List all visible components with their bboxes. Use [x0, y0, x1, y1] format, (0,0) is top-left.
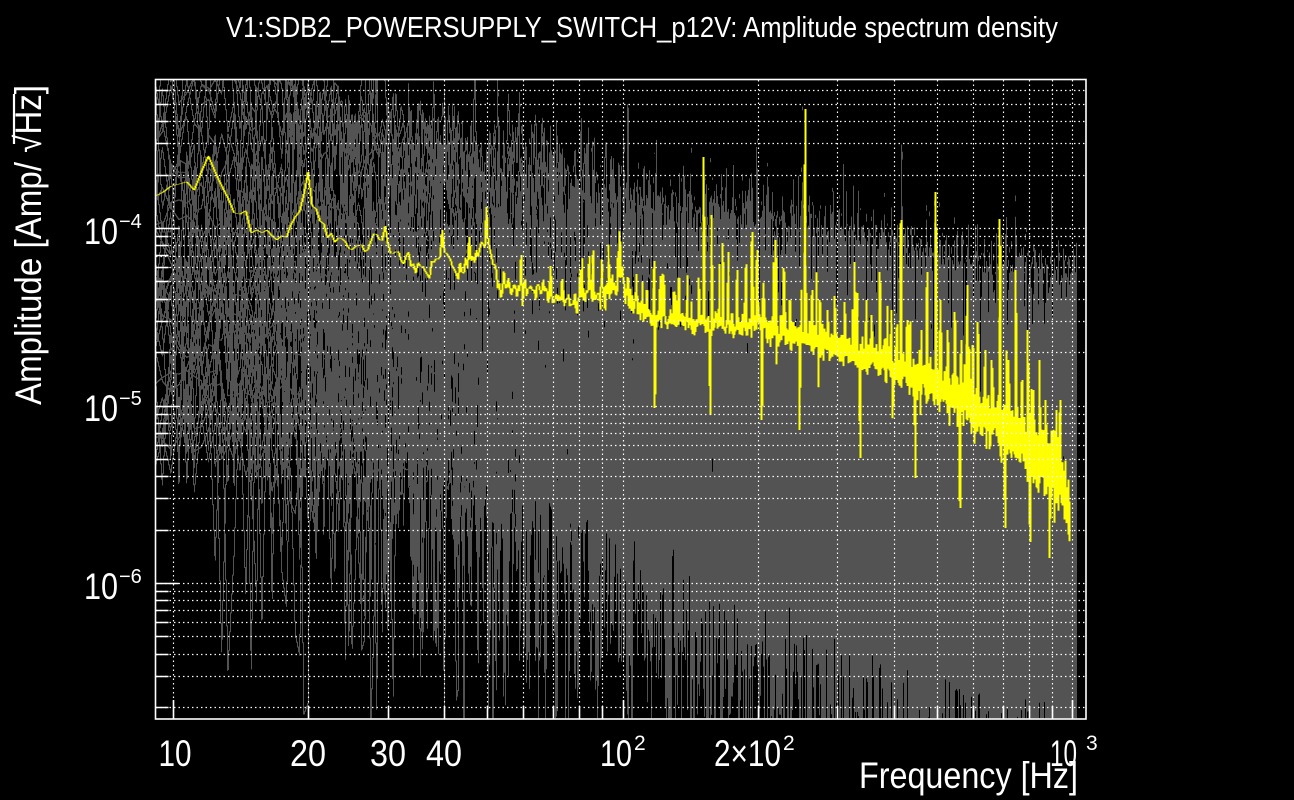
svg-text:−4: −4 [119, 211, 142, 233]
svg-text:10: 10 [84, 388, 118, 429]
svg-text:V1:SDB2_POWERSUPPLY_SWITCH_p12: V1:SDB2_POWERSUPPLY_SWITCH_p12V: Amplitu… [226, 12, 1058, 44]
svg-text:20: 20 [290, 733, 326, 774]
svg-text:2: 2 [783, 732, 795, 755]
svg-text:2×10: 2×10 [714, 733, 781, 774]
svg-text:3: 3 [1086, 732, 1098, 755]
svg-text:−6: −6 [119, 566, 142, 588]
svg-text:10: 10 [600, 733, 632, 774]
svg-text:−5: −5 [119, 388, 142, 410]
svg-text:10: 10 [1050, 733, 1077, 774]
svg-text:40: 40 [426, 733, 462, 774]
svg-text:10: 10 [159, 733, 192, 774]
svg-text:30: 30 [370, 733, 406, 774]
svg-text:10: 10 [84, 566, 118, 607]
svg-text:2: 2 [634, 732, 646, 755]
svg-text:10: 10 [84, 211, 118, 252]
svg-text:Frequency [Hz]: Frequency [Hz] [859, 755, 1078, 796]
